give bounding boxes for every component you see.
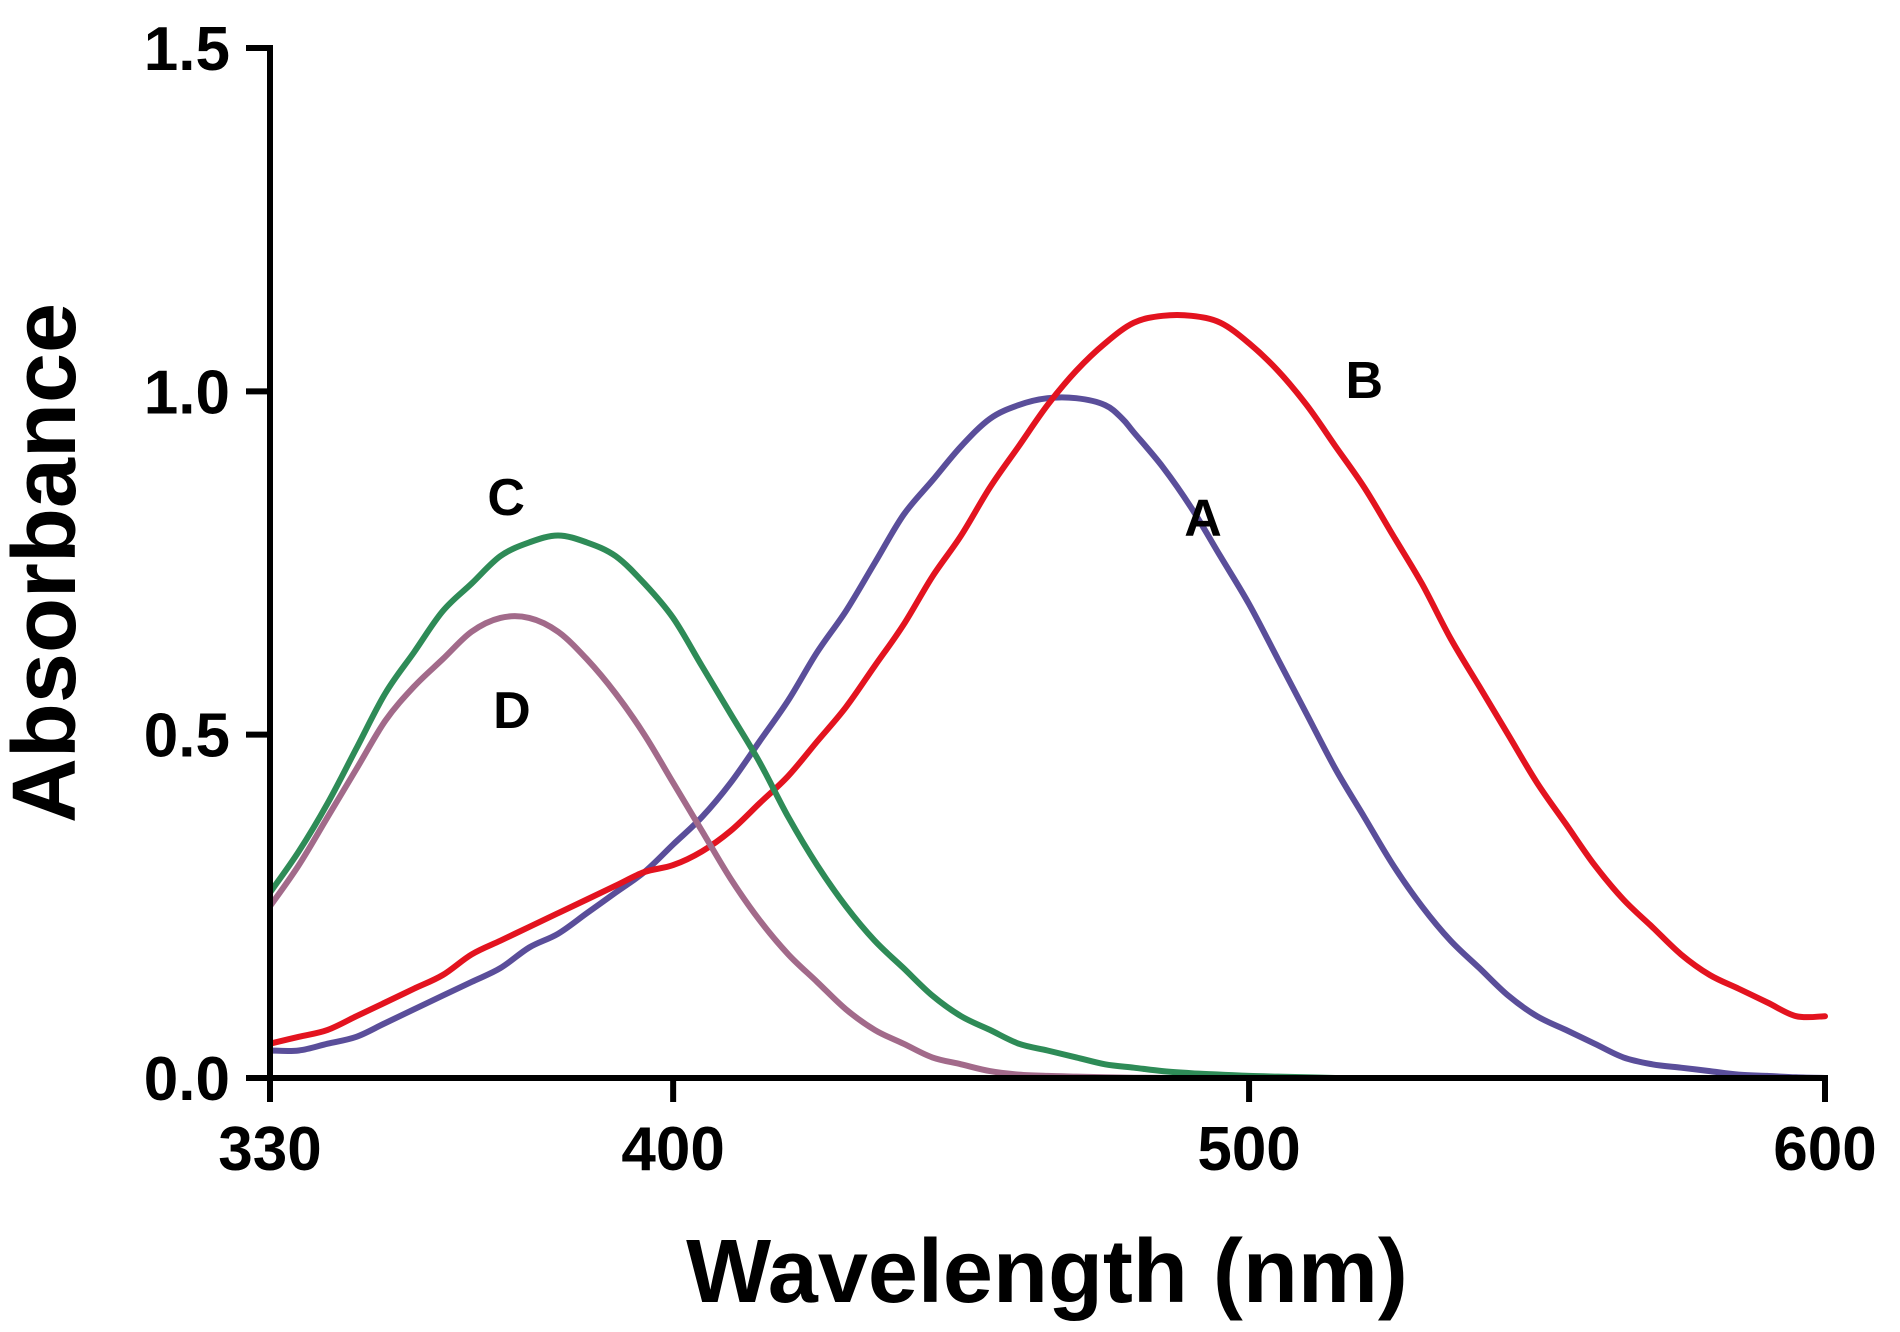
series-line-C [267,532,1339,1081]
y-tick-label-0.0: 0.0 [144,1045,230,1114]
x-tick-label-330: 330 [218,1115,321,1184]
x-axis-title: Wavelength (nm) [686,1222,1408,1322]
series-line-A [267,394,1828,1081]
x-tick-label-600: 600 [1773,1115,1876,1184]
series-label-B: B [1345,352,1383,410]
y-tick-label-0.5: 0.5 [144,702,230,771]
axes-layer [267,45,1828,1081]
x-tick-label-500: 500 [1197,1115,1300,1184]
series-line-D [267,613,1178,1081]
x-tick-label-400: 400 [621,1115,724,1184]
y-tick-label-1.0: 1.0 [144,358,230,427]
series-label-A: A [1184,490,1222,548]
ticks-layer: 330 400 500 600 0.0 0.5 1.0 1.5 [144,15,1877,1184]
y-axis-title: Absorbance [0,303,95,823]
series-line-B [267,311,1828,1047]
series-label-D: D [493,682,531,740]
series-label-C: C [487,469,525,527]
y-tick-label-1.5: 1.5 [144,15,230,84]
curve-labels-layer: A B C D [487,352,1383,740]
